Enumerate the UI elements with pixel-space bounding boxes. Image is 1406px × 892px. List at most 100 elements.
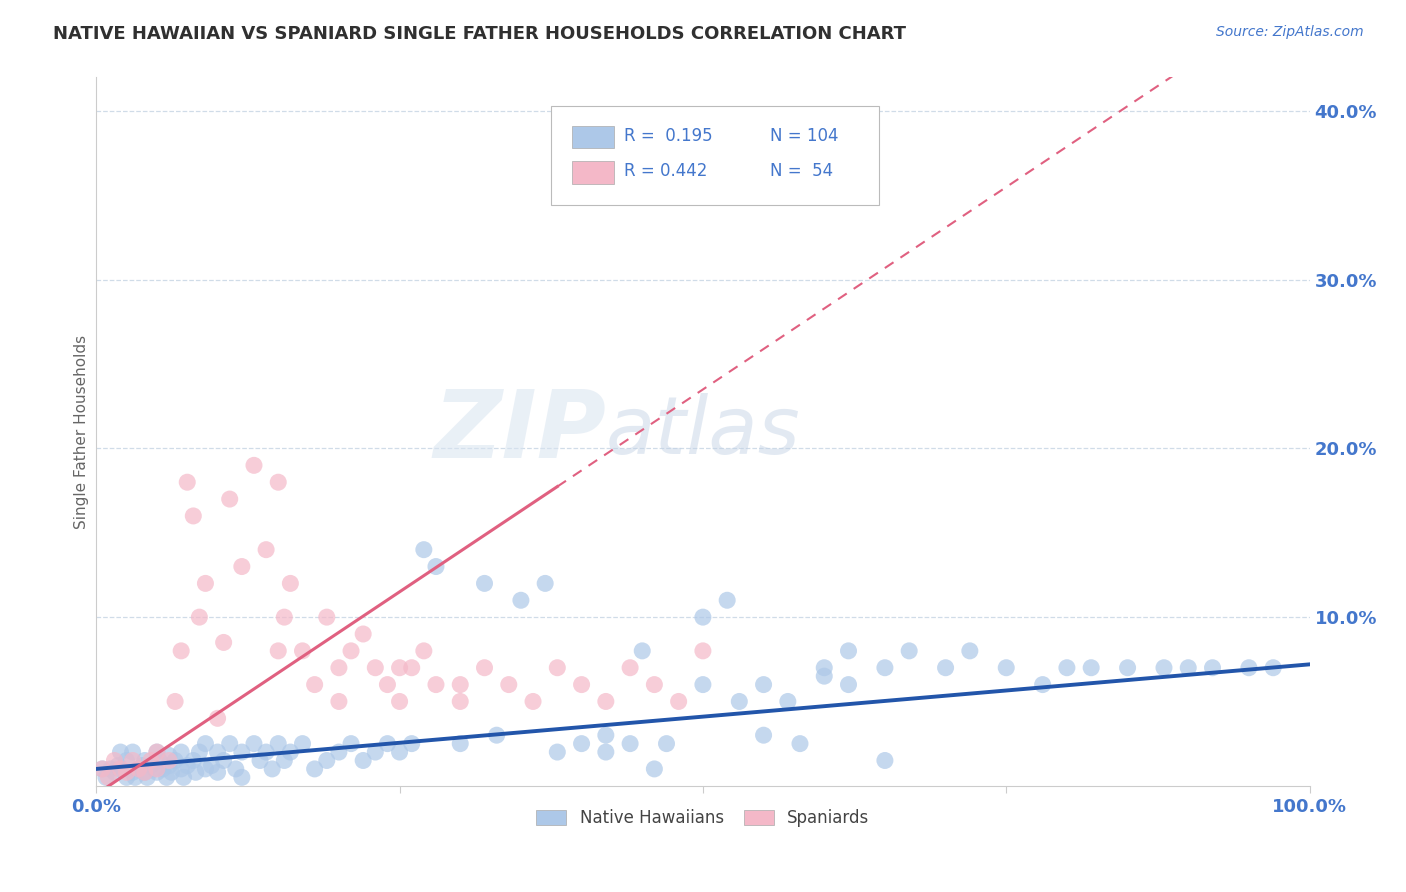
- Point: [474, 661, 496, 675]
- Point: [254, 745, 277, 759]
- Point: [728, 694, 751, 708]
- Point: [231, 770, 253, 784]
- Point: [643, 762, 665, 776]
- Point: [148, 754, 170, 768]
- Point: [267, 644, 290, 658]
- Point: [212, 635, 235, 649]
- Point: [254, 542, 277, 557]
- Point: [225, 762, 247, 776]
- Text: R =  0.195: R = 0.195: [624, 127, 713, 145]
- Point: [522, 694, 544, 708]
- Point: [498, 677, 520, 691]
- Point: [267, 475, 290, 490]
- Point: [184, 765, 207, 780]
- Point: [388, 745, 411, 759]
- Bar: [572, 161, 614, 184]
- Point: [388, 694, 411, 708]
- Point: [668, 694, 690, 708]
- Point: [115, 770, 138, 784]
- Point: [340, 644, 363, 658]
- Text: R = 0.442: R = 0.442: [624, 162, 707, 180]
- Point: [789, 737, 811, 751]
- Point: [170, 644, 193, 658]
- Point: [200, 758, 222, 772]
- Point: [1201, 661, 1223, 675]
- Point: [218, 737, 240, 751]
- Point: [619, 661, 641, 675]
- Point: [716, 593, 738, 607]
- Point: [207, 745, 229, 759]
- Point: [156, 770, 179, 784]
- Point: [595, 694, 617, 708]
- Point: [181, 508, 204, 523]
- Point: [364, 661, 387, 675]
- Point: [165, 754, 187, 768]
- Point: [131, 758, 153, 772]
- Point: [571, 737, 593, 751]
- Point: [449, 677, 471, 691]
- FancyBboxPatch shape: [551, 106, 879, 205]
- Point: [873, 754, 896, 768]
- Point: [115, 765, 138, 780]
- Point: [898, 644, 921, 658]
- Point: [291, 737, 314, 751]
- Point: [146, 745, 169, 759]
- Point: [1032, 677, 1054, 691]
- Point: [273, 754, 295, 768]
- Point: [352, 627, 374, 641]
- Point: [157, 754, 180, 768]
- Point: [776, 694, 799, 708]
- Text: N = 104: N = 104: [769, 127, 838, 145]
- Point: [837, 644, 859, 658]
- Point: [412, 542, 434, 557]
- Text: ZIP: ZIP: [433, 385, 606, 477]
- Text: NATIVE HAWAIIAN VS SPANIARD SINGLE FATHER HOUSEHOLDS CORRELATION CHART: NATIVE HAWAIIAN VS SPANIARD SINGLE FATHE…: [53, 25, 907, 43]
- Point: [194, 762, 217, 776]
- Point: [249, 754, 271, 768]
- Point: [837, 677, 859, 691]
- Point: [194, 737, 217, 751]
- Point: [377, 737, 399, 751]
- Point: [352, 754, 374, 768]
- Point: [692, 644, 714, 658]
- Point: [412, 644, 434, 658]
- Point: [1263, 661, 1285, 675]
- Point: [1153, 661, 1175, 675]
- Point: [474, 576, 496, 591]
- Point: [328, 661, 350, 675]
- Text: Source: ZipAtlas.com: Source: ZipAtlas.com: [1216, 25, 1364, 39]
- Y-axis label: Single Father Households: Single Father Households: [75, 334, 90, 529]
- Point: [143, 762, 166, 776]
- Point: [619, 737, 641, 751]
- Point: [546, 745, 568, 759]
- Point: [1056, 661, 1078, 675]
- Point: [388, 661, 411, 675]
- Point: [157, 758, 180, 772]
- Point: [170, 745, 193, 759]
- Point: [218, 492, 240, 507]
- Point: [571, 677, 593, 691]
- Bar: [572, 126, 614, 148]
- Point: [813, 661, 835, 675]
- Point: [425, 559, 447, 574]
- Point: [280, 745, 302, 759]
- Point: [97, 770, 120, 784]
- Point: [134, 765, 156, 780]
- Text: atlas: atlas: [606, 392, 800, 471]
- Point: [449, 737, 471, 751]
- Point: [194, 576, 217, 591]
- Point: [813, 669, 835, 683]
- Point: [146, 745, 169, 759]
- Point: [1237, 661, 1260, 675]
- Point: [449, 694, 471, 708]
- Point: [107, 758, 129, 772]
- Point: [146, 765, 169, 780]
- Point: [995, 661, 1018, 675]
- Point: [364, 745, 387, 759]
- Point: [121, 745, 143, 759]
- Point: [692, 677, 714, 691]
- Point: [243, 458, 266, 473]
- Point: [94, 770, 117, 784]
- Point: [128, 762, 150, 776]
- Point: [170, 762, 193, 776]
